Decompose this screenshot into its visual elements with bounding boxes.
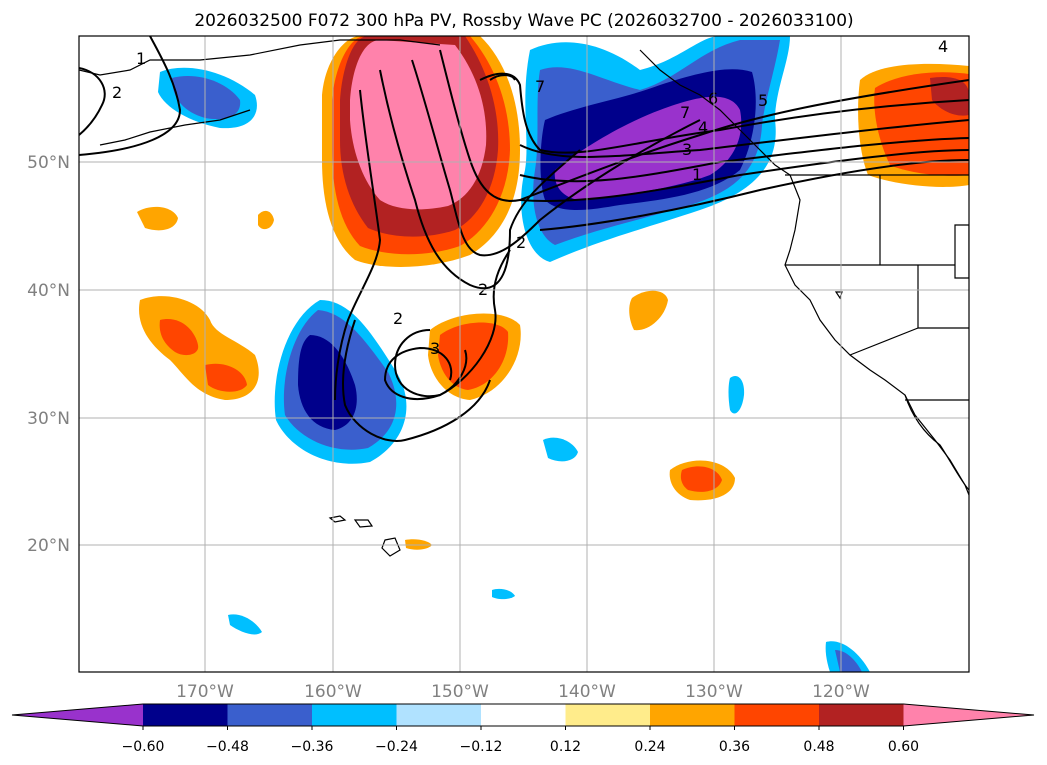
colorbar-extend-max: [903, 704, 1034, 726]
colorbar: −0.60 −0.48 −0.36 −0.24 −0.12 0.12 0.24 0.36 0.4…: [11, 703, 1035, 755]
lon-label: 120°W: [812, 682, 870, 702]
lon-label: 160°W: [304, 682, 362, 702]
contour-label: 7: [680, 103, 690, 122]
positive-anomaly-west: [139, 296, 259, 400]
longitude-labels: 170°W 160°W 150°W 140°W 130°W 120°W: [176, 682, 870, 702]
contour-label: 3: [682, 140, 692, 159]
contour-label: 1: [136, 49, 146, 68]
colorbar-segment: [396, 704, 481, 726]
lat-label: 50°N: [27, 153, 70, 173]
small-anomaly-patches: [137, 67, 870, 672]
colorbar-segment: [734, 704, 819, 726]
colorbar-segment: [565, 704, 650, 726]
figure-title: 2026032500 F072 300 hPa PV, Rossby Wave …: [194, 11, 853, 31]
colorbar-tick-label: 0.24: [634, 739, 665, 755]
colorbar-tick-label: 0.12: [550, 739, 581, 755]
negative-anomaly-subtropics: [274, 300, 407, 464]
contour-label: 6: [708, 89, 718, 108]
colorbar-extend-min: [12, 704, 143, 726]
positive-anomaly-north: [322, 36, 520, 267]
colorbar-segment: [143, 704, 228, 726]
colorbar-segment: [481, 704, 566, 726]
contour-label: 4: [698, 118, 708, 137]
lat-label: 20°N: [27, 536, 70, 556]
contour-label: 3: [430, 339, 440, 358]
contour-label: 5: [758, 91, 768, 110]
colorbar-tick-label: 0.60: [888, 739, 919, 755]
contour-label: 2: [516, 233, 526, 252]
contour-label: 4: [938, 37, 948, 56]
latitude-labels: 50°N 40°N 30°N 20°N: [27, 153, 70, 556]
colorbar-tick-label: 0.36: [719, 739, 750, 755]
contour-label: 1: [692, 165, 702, 184]
colorbar-tick-label: −0.60: [122, 739, 165, 755]
colorbar-segment: [650, 704, 735, 726]
map-panel: 1 2 2 2 2 3 3 4 4 5 6 7 7 1: [78, 35, 970, 673]
contour-label: 2: [112, 83, 122, 102]
colorbar-segment: [312, 704, 397, 726]
colorbar-tick-label: −0.24: [375, 739, 418, 755]
contour-label: 7: [535, 77, 545, 96]
colorbar-tick-label: −0.12: [460, 739, 503, 755]
coastlines: [79, 39, 969, 557]
colorbar-tick-label: 0.48: [803, 739, 834, 755]
lon-label: 140°W: [558, 682, 616, 702]
colorbar-segment: [819, 704, 904, 726]
map-frame: [78, 35, 970, 673]
graticule: [79, 36, 969, 672]
colorbar-segment: [227, 704, 312, 726]
lat-label: 40°N: [27, 281, 70, 301]
lat-label: 30°N: [27, 409, 70, 429]
colorbar-tick-label: −0.36: [291, 739, 334, 755]
colorbar-tick-label: −0.48: [206, 739, 249, 755]
lon-label: 150°W: [431, 682, 489, 702]
lon-label: 130°W: [685, 682, 743, 702]
contour-label: 2: [393, 309, 403, 328]
lon-label: 170°W: [176, 682, 234, 702]
